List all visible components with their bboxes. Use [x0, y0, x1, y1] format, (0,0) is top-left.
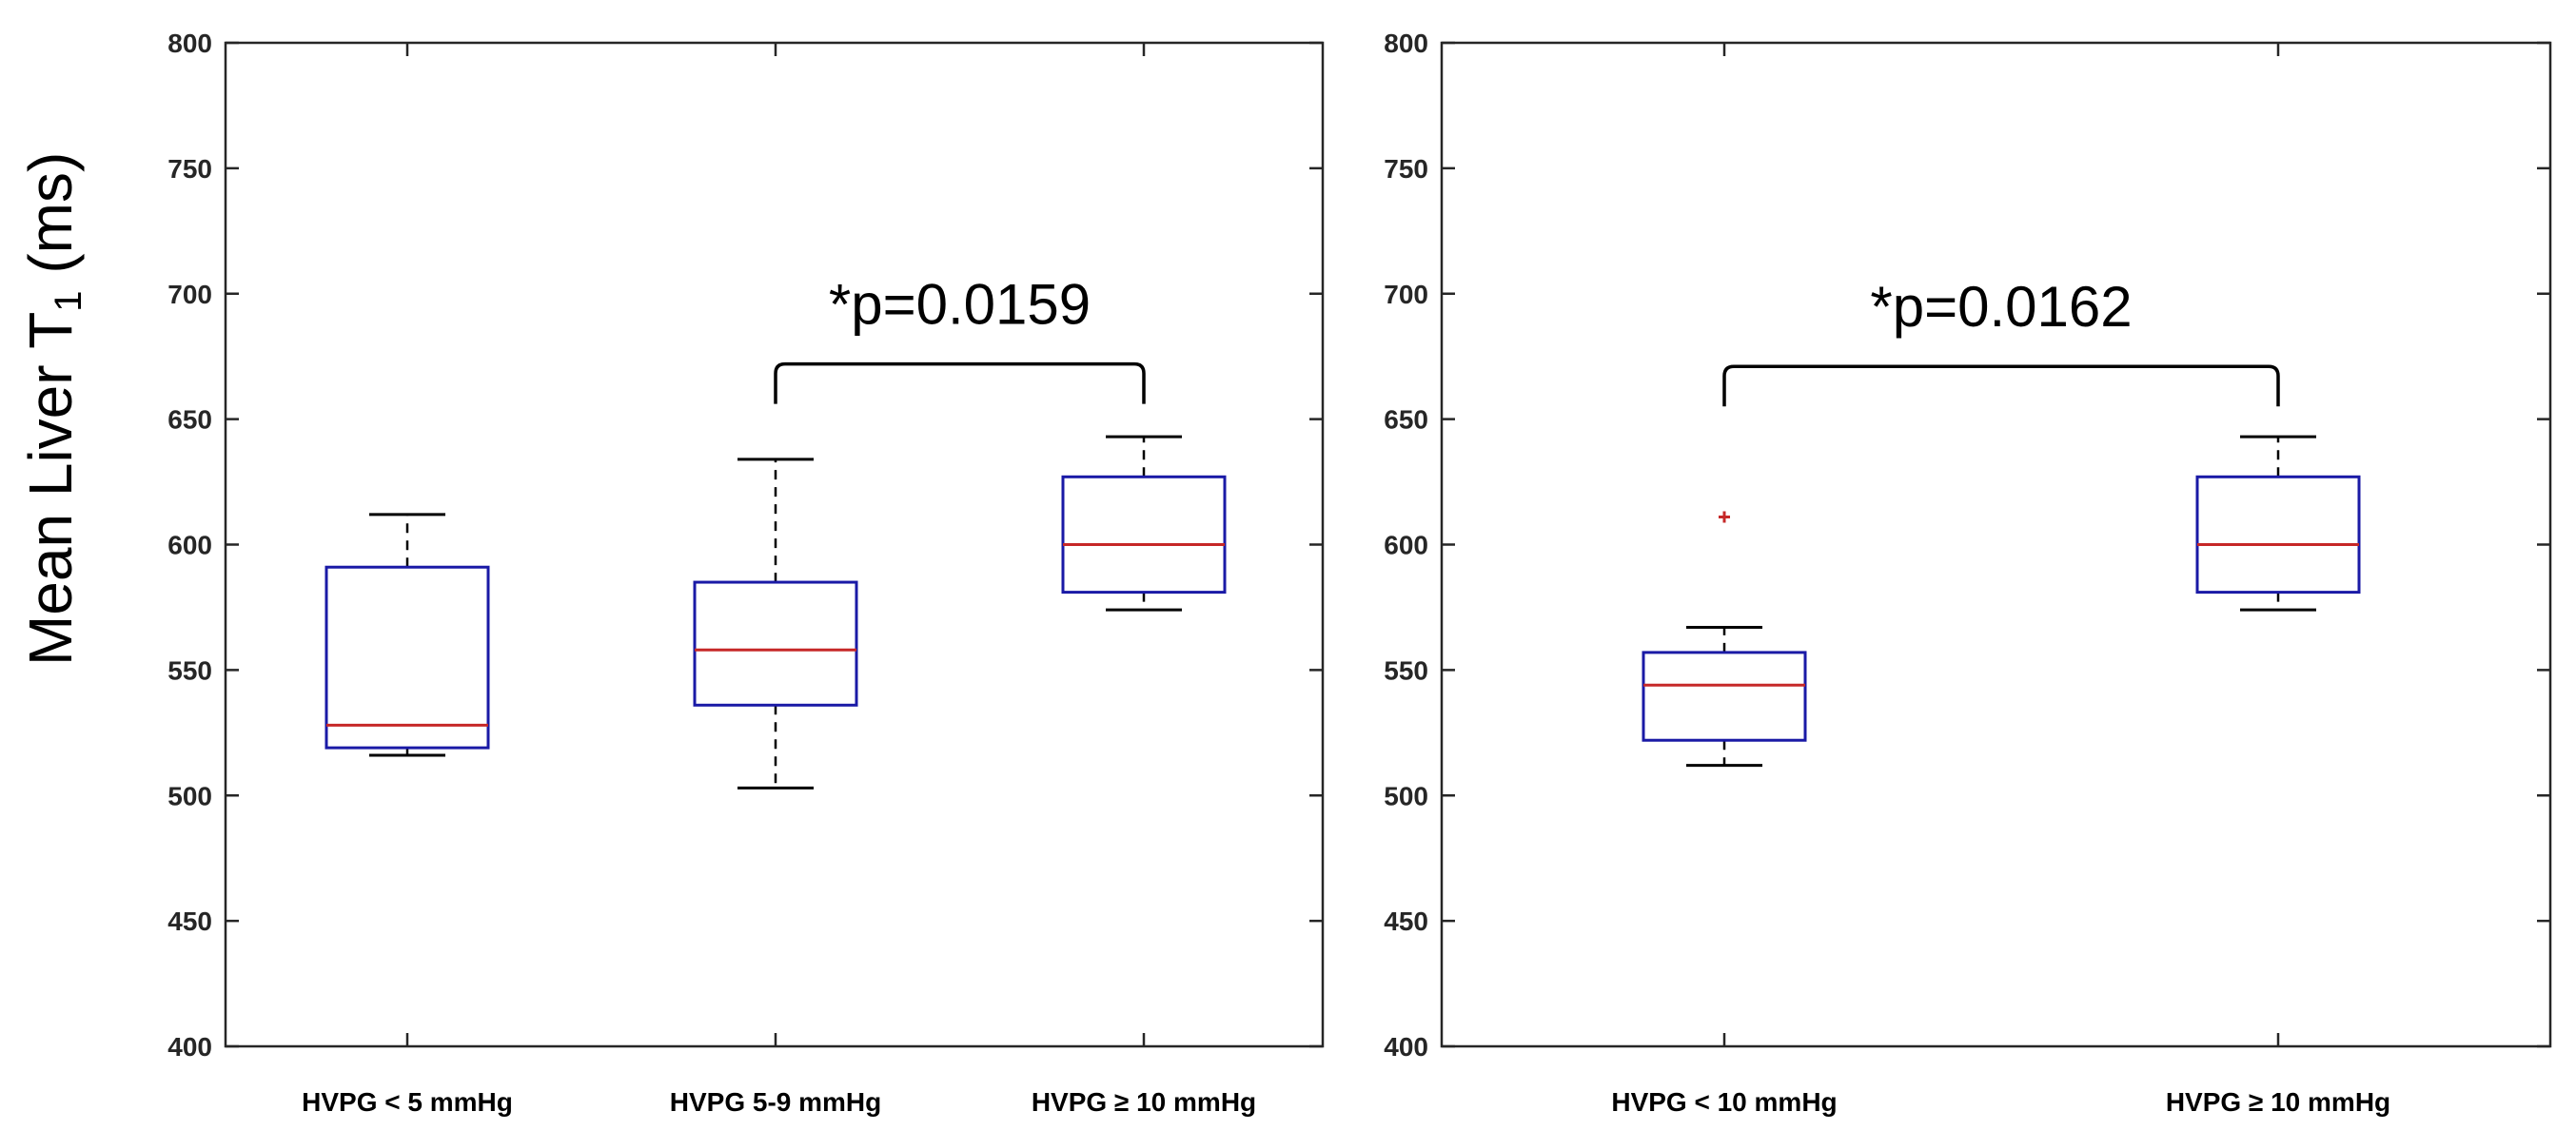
iqr-box [1642, 651, 1807, 742]
p-value-annotation: *p=0.0159 [829, 273, 1091, 337]
x-category-label: HVPG ≥ 10 mmHg [1032, 1087, 1256, 1117]
axes-frame [1440, 41, 2552, 1048]
y-tick-label: 750 [167, 154, 212, 184]
x-category-label: HVPG 5-9 mmHg [670, 1087, 882, 1117]
x-category-label: HVPG ≥ 10 mmHg [2166, 1087, 2390, 1117]
y-tick-label: 550 [1384, 655, 1428, 685]
y-tick-label: 500 [167, 781, 212, 810]
y-tick-label: 550 [167, 655, 212, 685]
right-panel: 400 450 500 550 600 650 700 750 800 HVPG < 10 mmH… [1384, 29, 2552, 1117]
x-category-label: HVPG < 10 mmHg [1611, 1087, 1837, 1117]
y-axis-label-main: Mean Liver T [16, 312, 85, 666]
p-value-annotation: *p=0.0162 [1870, 275, 2132, 339]
iqr-box [2195, 475, 2361, 595]
y-tick-label: 400 [1384, 1032, 1428, 1062]
iqr-box [324, 565, 490, 750]
y-tick-label: 450 [167, 907, 212, 936]
left-panel: 400 450 500 550 600 650 700 750 800 HVPG < 5 mmHg… [167, 29, 1325, 1117]
iqr-box [1061, 475, 1227, 595]
y-tick-label: 650 [167, 405, 212, 435]
y-axis-label-unit: (ms) [16, 152, 85, 291]
y-tick-label: 700 [1384, 280, 1428, 309]
significance-bracket [774, 361, 1146, 404]
y-tick-label: 500 [1384, 781, 1428, 810]
y-tick-label: 400 [167, 1032, 212, 1062]
y-axis-label-subscript: 1 [48, 290, 89, 311]
x-category-label: HVPG < 5 mmHg [302, 1087, 513, 1117]
outlier-marker [1719, 511, 1730, 523]
significance-bracket [1722, 364, 2280, 407]
y-tick-label: 800 [167, 29, 212, 58]
y-tick-label: 600 [167, 531, 212, 560]
y-tick-label: 700 [167, 280, 212, 309]
y-tick-label: 800 [1384, 29, 1428, 58]
y-tick-label: 650 [1384, 405, 1428, 435]
y-tick-label: 450 [1384, 907, 1428, 936]
y-tick-label: 750 [1384, 154, 1428, 184]
iqr-box [693, 580, 858, 707]
y-axis-label: Mean Liver T1 (ms) [16, 152, 89, 666]
y-tick-label: 600 [1384, 531, 1428, 560]
